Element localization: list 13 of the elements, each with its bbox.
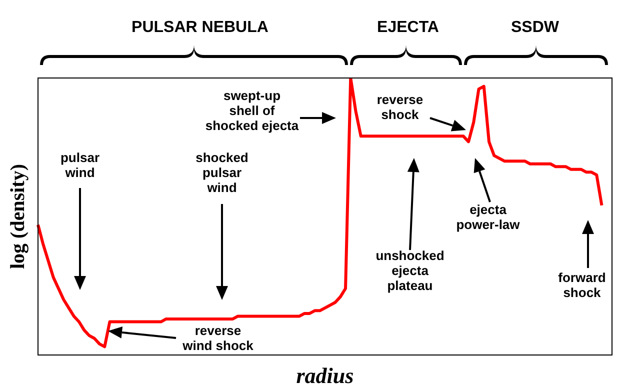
annotation: forward shock — [558, 270, 606, 300]
annotation: shocked pulsar wind — [196, 150, 248, 195]
text: SSDW — [511, 19, 560, 36]
annotation: reverse shock — [376, 92, 424, 122]
text: PULSAR NEBULA — [132, 19, 269, 36]
annotation: reverse wind shock — [182, 323, 254, 353]
x-axis-title: radius — [296, 363, 354, 388]
annotation: unshocked ejecta plateau — [376, 248, 444, 293]
annotation: ejecta power-law — [456, 202, 521, 232]
y-axis-title: log (density) — [7, 164, 29, 269]
annotation: pulsar wind — [60, 150, 100, 180]
text: EJECTA — [377, 19, 440, 36]
annotation: swept-up shell of shocked ejecta — [205, 88, 300, 133]
